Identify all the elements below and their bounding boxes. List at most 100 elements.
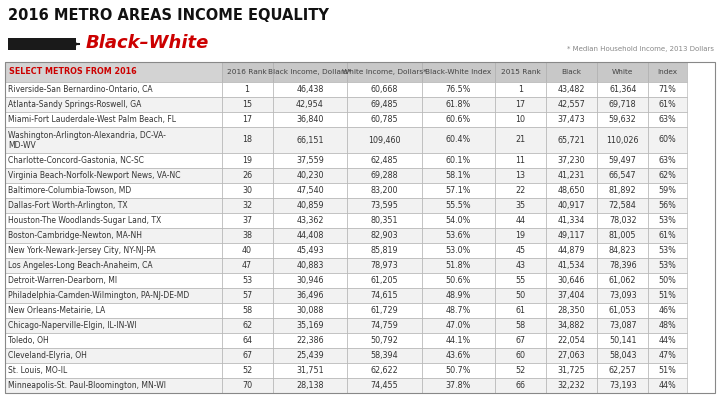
Bar: [422, 273, 495, 288]
Bar: [273, 258, 347, 273]
Text: 66,151: 66,151: [296, 135, 324, 145]
Text: 41,231: 41,231: [558, 171, 585, 180]
Text: 1: 1: [518, 85, 523, 94]
Bar: [222, 153, 273, 168]
Text: 28,350: 28,350: [558, 306, 585, 315]
Text: MD-WV: MD-WV: [8, 141, 36, 150]
Text: Los Angeles-Long Beach-Anaheim, CA: Los Angeles-Long Beach-Anaheim, CA: [8, 261, 153, 270]
Text: 18: 18: [242, 135, 252, 145]
Text: 78,973: 78,973: [371, 261, 398, 270]
Text: 44,408: 44,408: [296, 231, 323, 240]
Bar: [597, 62, 648, 82]
Text: 34,882: 34,882: [558, 321, 585, 330]
Text: 47: 47: [242, 261, 252, 270]
Text: 109,460: 109,460: [368, 135, 401, 145]
Text: 46,438: 46,438: [296, 85, 323, 94]
Text: 61,729: 61,729: [371, 306, 398, 315]
Text: 11: 11: [516, 156, 526, 165]
Bar: [347, 258, 422, 273]
Text: 15: 15: [242, 100, 252, 109]
Bar: [495, 288, 546, 303]
Bar: [222, 288, 273, 303]
Text: 110,026: 110,026: [606, 135, 639, 145]
Text: 30,088: 30,088: [296, 306, 323, 315]
Bar: [597, 318, 648, 333]
Bar: [5, 348, 222, 363]
Bar: [5, 127, 222, 153]
Text: Atlanta-Sandy Springs-Roswell, GA: Atlanta-Sandy Springs-Roswell, GA: [8, 100, 141, 109]
Bar: [495, 183, 546, 198]
Bar: [222, 62, 273, 82]
Bar: [495, 273, 546, 288]
Text: White: White: [612, 69, 634, 75]
Text: 60: 60: [516, 351, 526, 360]
Bar: [597, 243, 648, 258]
Text: Dallas-Fort Worth-Arlington, TX: Dallas-Fort Worth-Arlington, TX: [8, 201, 127, 210]
Text: 40,230: 40,230: [296, 171, 324, 180]
Text: 62%: 62%: [659, 171, 677, 180]
Bar: [273, 333, 347, 348]
Text: 48,650: 48,650: [558, 186, 585, 195]
Text: White Income, Dollars*: White Income, Dollars*: [342, 69, 427, 75]
Text: 32: 32: [242, 201, 252, 210]
Text: 60.1%: 60.1%: [446, 156, 471, 165]
Bar: [546, 378, 597, 393]
Text: Toledo, OH: Toledo, OH: [8, 336, 49, 345]
Bar: [347, 318, 422, 333]
Bar: [546, 62, 597, 82]
Bar: [8, 38, 76, 50]
Bar: [222, 82, 273, 97]
Text: Chicago-Naperville-Elgin, IL-IN-WI: Chicago-Naperville-Elgin, IL-IN-WI: [8, 321, 137, 330]
Text: 37,404: 37,404: [558, 291, 585, 300]
Text: 58: 58: [516, 321, 526, 330]
Bar: [422, 378, 495, 393]
Bar: [422, 97, 495, 112]
Text: 17: 17: [516, 100, 526, 109]
Text: 36,496: 36,496: [296, 291, 324, 300]
Text: 61.8%: 61.8%: [446, 100, 471, 109]
Bar: [347, 168, 422, 183]
Bar: [273, 62, 347, 82]
Bar: [422, 288, 495, 303]
Text: 31,725: 31,725: [558, 366, 585, 375]
Bar: [222, 168, 273, 183]
Bar: [273, 97, 347, 112]
Text: 44.1%: 44.1%: [446, 336, 471, 345]
Text: 50,141: 50,141: [609, 336, 636, 345]
Bar: [422, 363, 495, 378]
Bar: [546, 363, 597, 378]
Text: 44,879: 44,879: [558, 246, 585, 255]
Bar: [222, 198, 273, 213]
Text: Index: Index: [658, 69, 678, 75]
Text: 62,257: 62,257: [609, 366, 636, 375]
Text: 73,087: 73,087: [609, 321, 636, 330]
Text: Charlotte-Concord-Gastonia, NC-SC: Charlotte-Concord-Gastonia, NC-SC: [8, 156, 144, 165]
Text: Miami-Fort Lauderdale-West Palm Beach, FL: Miami-Fort Lauderdale-West Palm Beach, F…: [8, 115, 176, 124]
Text: 65,721: 65,721: [558, 135, 585, 145]
Bar: [422, 153, 495, 168]
Bar: [222, 363, 273, 378]
Bar: [495, 198, 546, 213]
Bar: [648, 348, 688, 363]
Text: 48.7%: 48.7%: [446, 306, 471, 315]
Text: 52: 52: [516, 366, 526, 375]
Bar: [347, 198, 422, 213]
Bar: [273, 153, 347, 168]
Text: 58.1%: 58.1%: [446, 171, 471, 180]
Text: 31,751: 31,751: [296, 366, 324, 375]
Bar: [597, 273, 648, 288]
Text: 21: 21: [516, 135, 526, 145]
Bar: [648, 363, 688, 378]
Bar: [597, 198, 648, 213]
Text: 45: 45: [516, 246, 526, 255]
Text: 53: 53: [242, 276, 252, 285]
Bar: [222, 228, 273, 243]
Text: 61,364: 61,364: [609, 85, 636, 94]
Text: 63%: 63%: [659, 156, 677, 165]
Bar: [5, 333, 222, 348]
Text: 28,138: 28,138: [296, 381, 324, 390]
Bar: [597, 348, 648, 363]
Bar: [273, 168, 347, 183]
Text: 30,946: 30,946: [296, 276, 324, 285]
Text: 37: 37: [242, 216, 252, 225]
